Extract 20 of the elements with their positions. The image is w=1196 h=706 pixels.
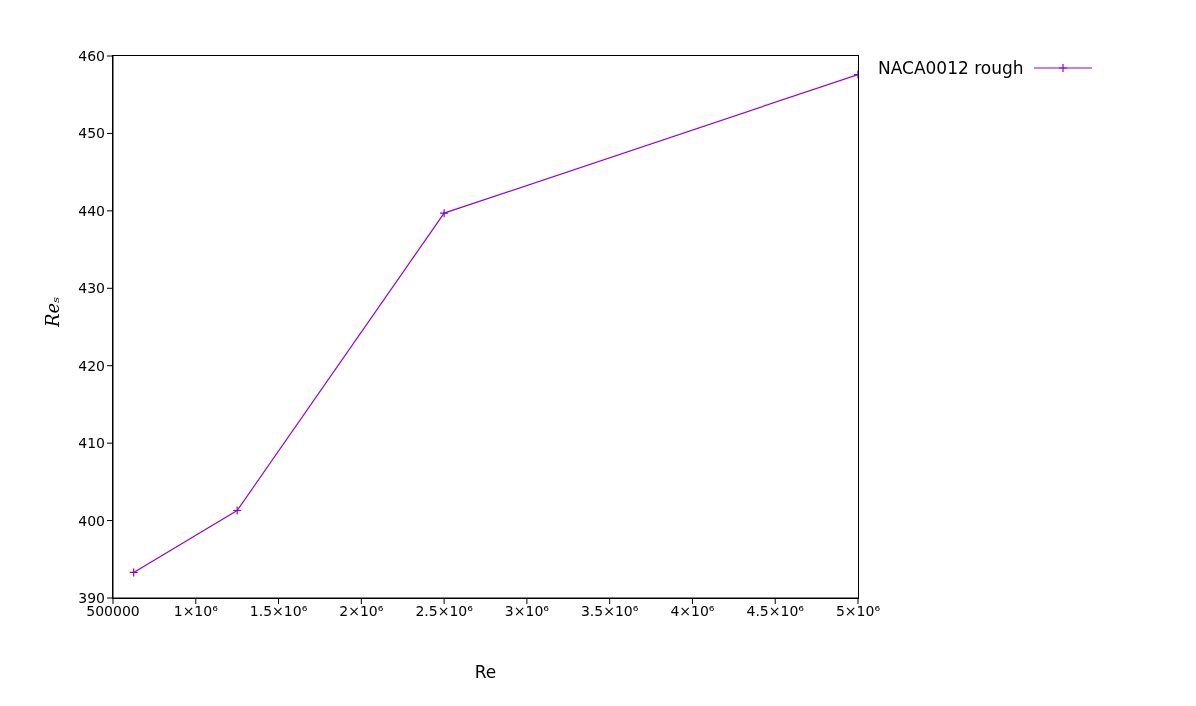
y-tick-label: 440	[78, 202, 105, 219]
x-tick-label: 2.5×10⁶	[415, 602, 474, 619]
x-tick-label: 1×10⁶	[173, 602, 219, 619]
x-tick-label: 3×10⁶	[504, 602, 550, 619]
y-tick-label: 430	[78, 280, 105, 297]
x-tick-label: 4.5×10⁶	[746, 602, 805, 619]
x-tick-label: 3.5×10⁶	[580, 602, 639, 619]
x-tick-label: 1.5×10⁶	[249, 602, 308, 619]
x-tick-label: 2×10⁶	[339, 602, 384, 619]
legend-label: NACA0012 rough	[878, 58, 1024, 78]
x-tick-label: 5×10⁶	[835, 602, 881, 619]
point	[439, 208, 449, 218]
y-tick-label: 460	[78, 47, 105, 64]
y-tick-label: 400	[78, 512, 105, 529]
y-tick-label: 410	[78, 435, 105, 452]
x-axis-title: Re	[474, 662, 497, 682]
x-tick-label: 4×10⁶	[670, 602, 715, 619]
y-tick-label: 420	[78, 357, 105, 374]
y-tick-label: 450	[78, 125, 105, 142]
y-axis-title: Reₛ	[42, 296, 64, 328]
